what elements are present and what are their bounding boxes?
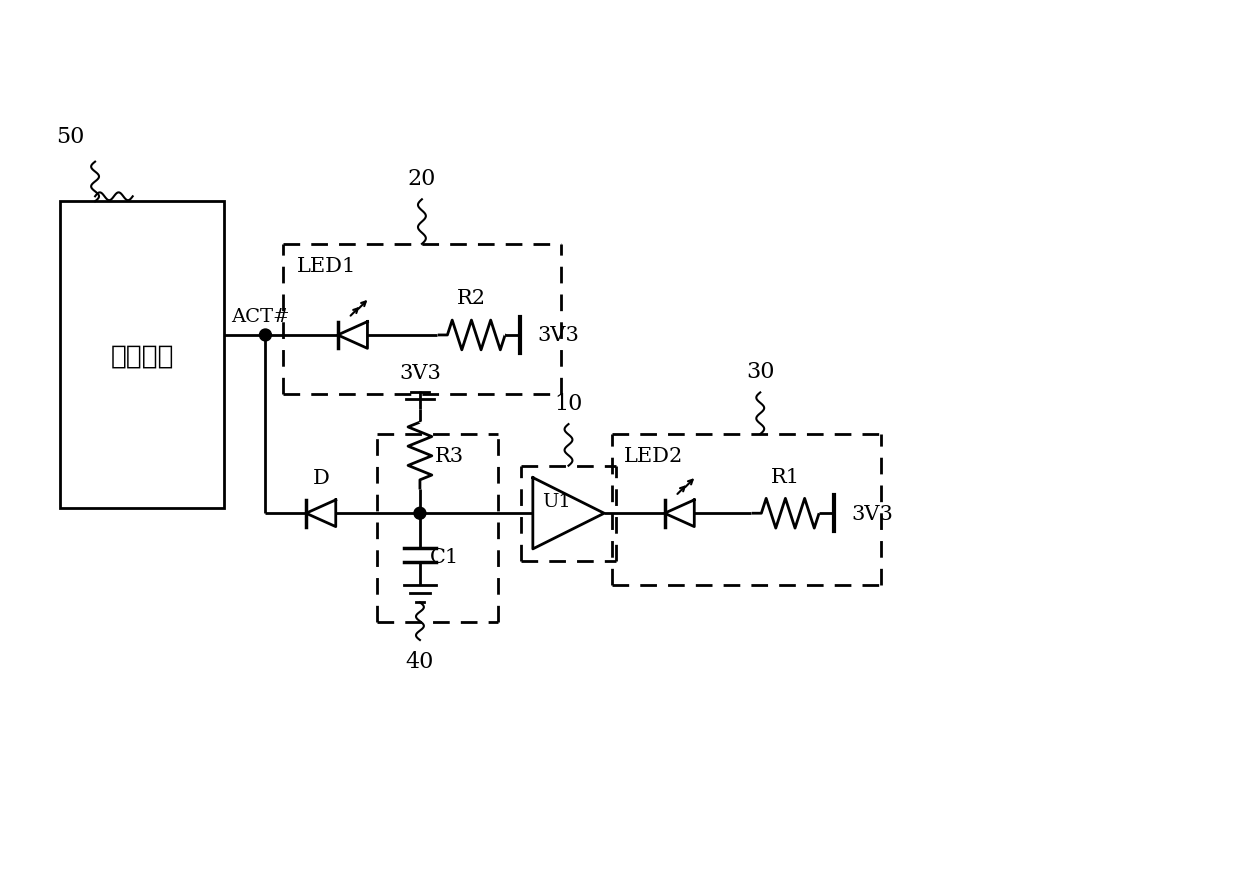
- Text: 3V3: 3V3: [538, 326, 579, 345]
- Text: R1: R1: [771, 467, 800, 486]
- Circle shape: [259, 329, 272, 342]
- Text: 控制芯片: 控制芯片: [110, 343, 174, 368]
- Text: C1: C1: [430, 547, 459, 567]
- Text: 20: 20: [408, 169, 436, 190]
- Text: R3: R3: [435, 447, 464, 466]
- Text: 50: 50: [56, 126, 84, 148]
- Text: R2: R2: [456, 289, 486, 308]
- Text: D: D: [312, 469, 330, 488]
- Text: 30: 30: [746, 362, 775, 383]
- Text: ACT#: ACT#: [231, 308, 289, 326]
- Text: 3V3: 3V3: [399, 363, 441, 382]
- Text: LED1: LED1: [298, 256, 356, 275]
- Text: U1: U1: [542, 493, 570, 511]
- Text: 3V3: 3V3: [852, 504, 894, 523]
- Text: 10: 10: [554, 393, 583, 415]
- Text: LED2: LED2: [624, 447, 683, 466]
- Text: 40: 40: [405, 650, 434, 672]
- Circle shape: [414, 507, 425, 520]
- Bar: [61, 202, 224, 508]
